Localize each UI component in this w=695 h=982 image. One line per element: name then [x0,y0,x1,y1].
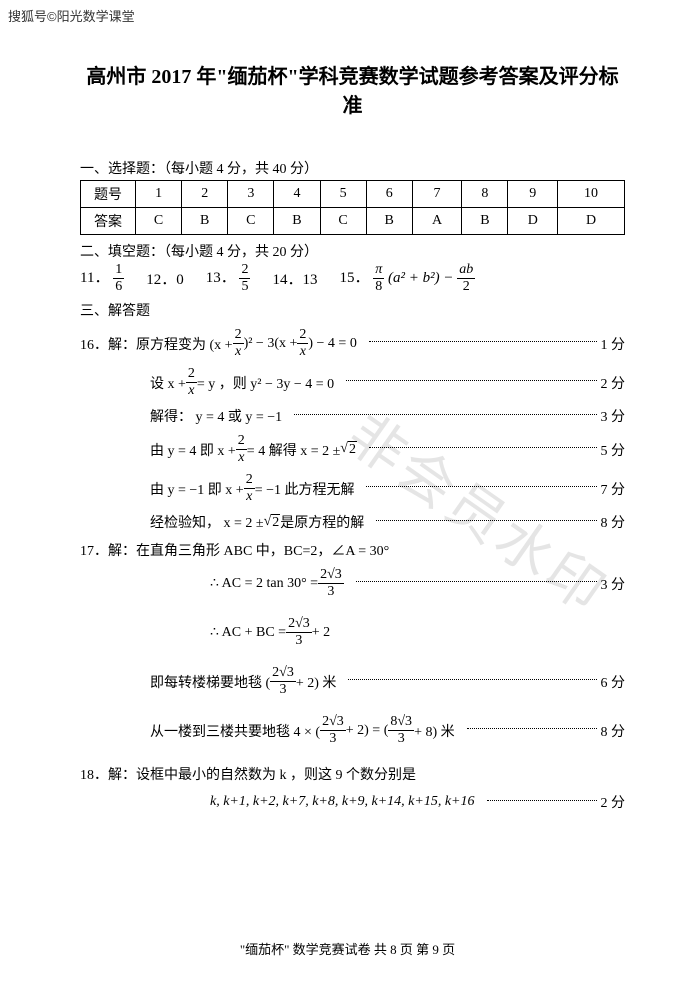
page-title: 高州市 2017 年"缅茄杯"学科竞赛数学试题参考答案及评分标准 [80,60,625,118]
row-label: 题号 [81,181,136,208]
score: 3 分 [601,574,626,594]
dotted-line [369,341,597,342]
score: 8 分 [601,721,626,741]
fraction: ab2 [457,263,475,294]
solution-line: 18．解：设框中最小的自然数为 k ，则这 9 个数分别是 [80,764,625,784]
q11: 11． 16 [80,263,124,294]
watermark-top-text: 搜狐号©阳光数学课堂 [8,6,135,25]
fraction: 25 [239,263,250,294]
score: 2 分 [601,792,626,812]
solution-line: 即每转楼梯要地毯 ( 2√33 + 2) 米 6 分 [80,666,625,697]
solution-line: 由 y = −1 即 x + 2x = −1 此方程无解 7 分 [80,473,625,504]
score: 6 分 [601,672,626,692]
q13: 13． 25 [206,263,251,294]
solution-line: 16．解：原方程变为 (x + 2x )² − 3(x + 2x ) − 4 =… [80,328,625,359]
fill-blank-row: 11． 16 12．0 13． 25 14．13 15． π8 (a² + b²… [80,263,625,294]
sqrt: √2 [340,441,357,457]
row-label: 答案 [81,208,136,235]
solution-line: 经检验知， x = 2 ± √2 是原方程的解 8 分 [80,512,625,532]
solution-line: 由 y = 4 即 x + 2x = 4 解得 x = 2 ± √2 5 分 [80,434,625,465]
q15: 15． π8 (a² + b²) − ab2 [340,263,476,294]
solution-line: 17．解：在直角三角形 ABC 中，BC=2，∠A = 30° [80,540,625,560]
section-3-head: 三、解答题 [80,300,625,320]
answer-table: 题号 1 2 3 4 5 6 7 8 9 10 答案 C B C B C B A… [80,180,625,235]
solution-line: 从一楼到三楼共要地毯 4 × ( 2√33 + 2) = ( 8√33 + 8)… [80,715,625,746]
sqrt: √2 [264,514,281,530]
fraction: π8 [373,263,384,294]
solution-line: k, k+1, k+2, k+7, k+8, k+9, k+14, k+15, … [80,792,625,812]
solution-line: ∴ AC = 2 tan 30° = 2√33 3 分 [80,568,625,599]
score: 8 分 [601,512,626,532]
score: 3 分 [601,406,626,426]
solution-line: 设 x + 2x = y ，则 y² − 3y − 4 = 0 2 分 [80,367,625,398]
table-row: 题号 1 2 3 4 5 6 7 8 9 10 [81,181,625,208]
q12: 12．0 [146,268,184,289]
score: 7 分 [601,479,626,499]
section-2-head: 二、填空题：（每小题 4 分，共 20 分） [80,241,625,261]
section-1-head: 一、选择题：（每小题 4 分，共 40 分） [80,158,625,178]
fraction: 2√33 [318,568,344,599]
fraction: 16 [113,263,124,294]
score: 2 分 [601,373,626,393]
q14: 14．13 [272,268,317,289]
solution-line: ∴ AC + BC = 2√33 + 2 [80,617,625,648]
solution-line: 解得： y = 4 或 y = −1 3 分 [80,406,625,426]
page-footer: "缅茄杯" 数学竞赛试卷 共 8 页 第 9 页 [0,939,695,958]
score: 5 分 [601,440,626,460]
page-content: 高州市 2017 年"缅茄杯"学科竞赛数学试题参考答案及评分标准 一、选择题：（… [0,0,695,812]
score: 1 分 [601,334,626,354]
table-row: 答案 C B C B C B A B D D [81,208,625,235]
